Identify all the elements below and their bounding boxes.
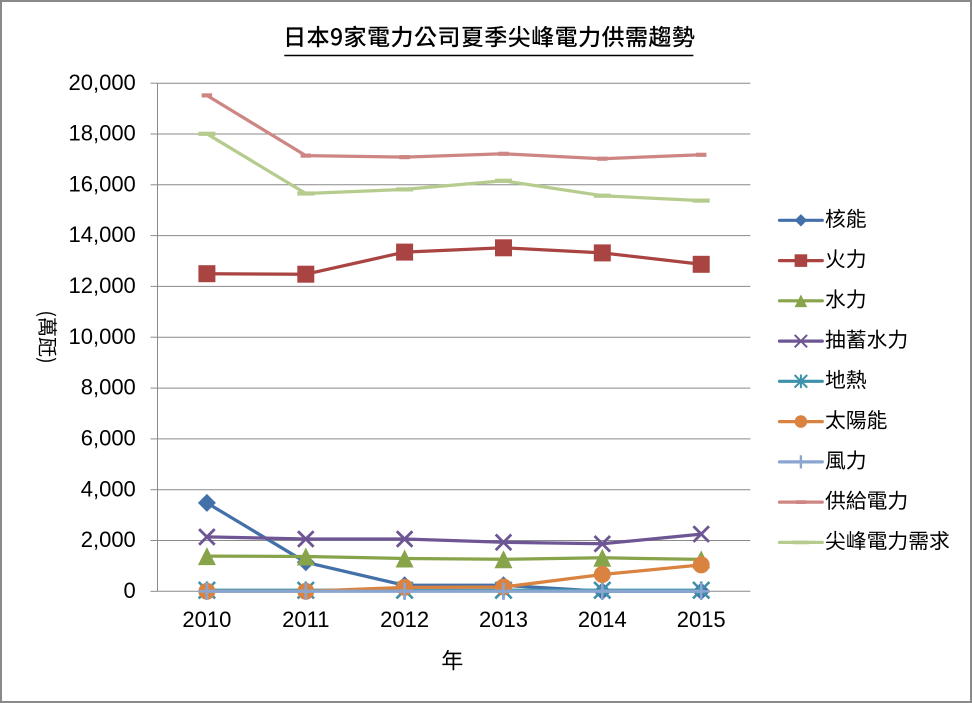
svg-text:2014: 2014 xyxy=(578,607,627,632)
svg-text:0: 0 xyxy=(124,578,136,603)
svg-text:2013: 2013 xyxy=(479,607,528,632)
svg-text:8,000: 8,000 xyxy=(81,375,136,400)
svg-text:4,000: 4,000 xyxy=(81,476,136,501)
svg-text:2012: 2012 xyxy=(380,607,429,632)
svg-text:6,000: 6,000 xyxy=(81,426,136,451)
svg-text:12,000: 12,000 xyxy=(69,273,136,298)
svg-text:16,000: 16,000 xyxy=(69,171,136,196)
svg-text:14,000: 14,000 xyxy=(69,222,136,247)
svg-text:10,000: 10,000 xyxy=(69,324,136,349)
svg-text:2,000: 2,000 xyxy=(81,527,136,552)
svg-text:20,000: 20,000 xyxy=(69,70,136,95)
svg-text:2011: 2011 xyxy=(282,607,329,632)
svg-text:2010: 2010 xyxy=(182,607,231,632)
svg-text:2015: 2015 xyxy=(677,607,726,632)
svg-text:18,000: 18,000 xyxy=(69,121,136,146)
